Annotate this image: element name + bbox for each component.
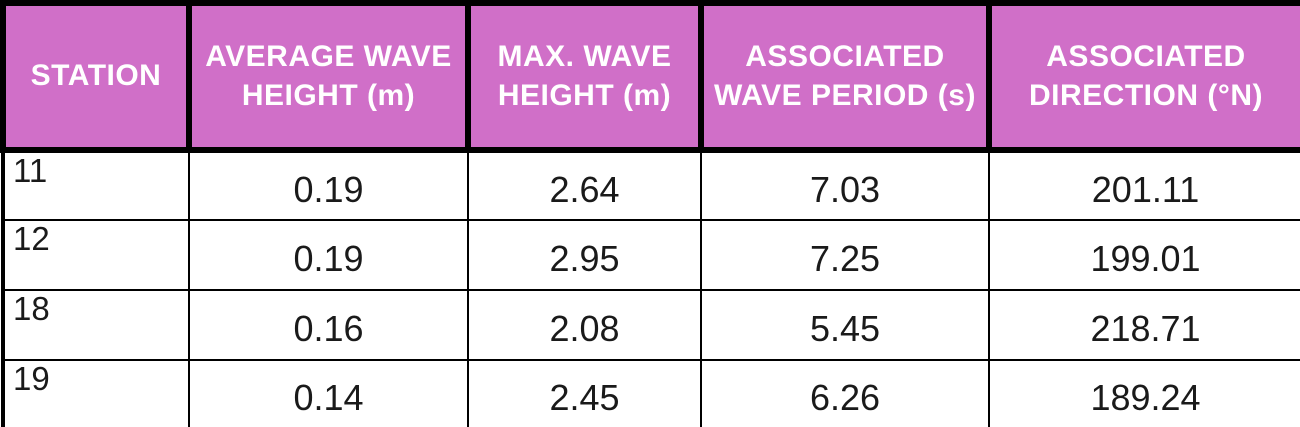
cell-average-wave-height: 0.19	[188, 219, 469, 291]
cell-average-wave-height: 0.16	[188, 289, 469, 361]
header-row: STATION AVERAGE WAVE HEIGHT (m) MAX. WAV…	[0, 0, 1300, 153]
cell-station: 18	[2, 289, 190, 361]
cell-average-wave-height: 0.19	[188, 149, 469, 221]
column-header-average-wave-height: AVERAGE WAVE HEIGHT (m)	[186, 0, 471, 153]
cell-max-wave-height: 2.08	[467, 289, 702, 361]
column-header-associated-wave-period: ASSOCIATED WAVE PERIOD (s)	[698, 0, 992, 153]
table-row: 18 0.16 2.08 5.45 218.71	[2, 289, 1300, 361]
cell-station: 11	[2, 149, 190, 221]
column-header-associated-direction: ASSOCIATED DIRECTION (°N)	[986, 0, 1300, 153]
table-body: 11 0.19 2.64 7.03 201.11 12 0.19 2.95 7.…	[2, 149, 1300, 427]
table-header: STATION AVERAGE WAVE HEIGHT (m) MAX. WAV…	[0, 0, 1300, 153]
table-row: 12 0.19 2.95 7.25 199.01	[2, 219, 1300, 291]
cell-station: 19	[2, 359, 190, 427]
column-header-max-wave-height: MAX. WAVE HEIGHT (m)	[465, 0, 704, 153]
cell-average-wave-height: 0.14	[188, 359, 469, 427]
cell-associated-direction: 189.24	[988, 359, 1300, 427]
cell-associated-wave-period: 6.26	[700, 359, 990, 427]
cell-max-wave-height: 2.45	[467, 359, 702, 427]
cell-associated-wave-period: 7.25	[700, 219, 990, 291]
table-row: 11 0.19 2.64 7.03 201.11	[2, 149, 1300, 221]
cell-max-wave-height: 2.95	[467, 219, 702, 291]
cell-associated-wave-period: 7.03	[700, 149, 990, 221]
table-row: 19 0.14 2.45 6.26 189.24	[2, 359, 1300, 427]
cell-station: 12	[2, 219, 190, 291]
cell-associated-direction: 218.71	[988, 289, 1300, 361]
column-header-station: STATION	[0, 0, 192, 153]
cell-max-wave-height: 2.64	[467, 149, 702, 221]
cell-associated-direction: 201.11	[988, 149, 1300, 221]
cell-associated-wave-period: 5.45	[700, 289, 990, 361]
cell-associated-direction: 199.01	[988, 219, 1300, 291]
